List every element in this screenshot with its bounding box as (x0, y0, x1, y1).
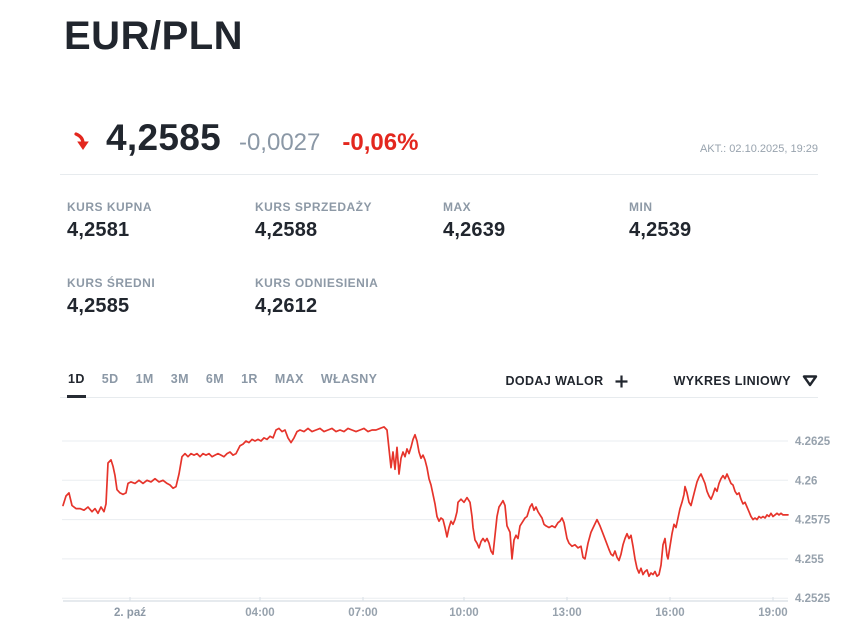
stat-label: KURS ŚREDNI (67, 276, 156, 290)
stat-value: 4,2539 (629, 219, 692, 241)
chart-type-button[interactable]: WYKRES LINIOWY (674, 374, 818, 388)
quote-updated-timestamp: AKT.: 02.10.2025, 19:29 (699, 143, 818, 155)
stat-value: 4,2585 (67, 295, 130, 317)
y-axis-tick-label: 4.255 (795, 554, 824, 566)
page-title: EUR/PLN (64, 14, 244, 58)
tab-1r[interactable]: 1R (240, 368, 259, 398)
x-axis-tick-label: 07:00 (348, 607, 377, 619)
chevron-down-icon (802, 375, 818, 387)
stat-value: 4,2612 (255, 295, 318, 317)
y-axis-tick-label: 4.2625 (795, 436, 831, 448)
tab-3m[interactable]: 3M (170, 368, 190, 398)
y-axis-tick-label: 4.26 (795, 475, 817, 487)
stat-value: 4,2581 (67, 219, 130, 241)
x-axis-tick-label: 04:00 (245, 607, 274, 619)
tab-max[interactable]: MAX (274, 368, 305, 398)
stat-label: KURS KUPNA (67, 200, 153, 214)
stat-label: KURS SPRZEDAŻY (255, 200, 373, 214)
range-tabs: 1D 5D 1M 3M 6M 1R MAX WŁASNY (67, 368, 379, 398)
down-arrow-icon (72, 130, 96, 154)
stat-label: KURS ODNIESIENIA (255, 276, 379, 290)
stat-kurs-kupna: KURS KUPNA 4,2581 (67, 200, 255, 242)
add-instrument-label: DODAJ WALOR (505, 374, 604, 388)
quote-value: 4,2585 (106, 117, 221, 158)
tab-w-asny[interactable]: WŁASNY (320, 368, 379, 398)
stat-label: MAX (443, 200, 472, 214)
chart-toolbar: 1D 5D 1M 3M 6M 1R MAX WŁASNY DODAJ WALOR WYKRES… (60, 368, 818, 398)
tab-1d[interactable]: 1D (67, 368, 86, 398)
plus-icon (615, 375, 628, 387)
price-chart[interactable]: 4.2625 4.26 4.2575 4.255 4.2525 2. paź 04:00 07… (60, 416, 831, 625)
stat-kurs-redni: KURS ŚREDNI 4,2585 (67, 276, 255, 318)
x-axis-tick-label: 19:00 (758, 607, 787, 619)
x-axis-tick-label: 13:00 (552, 607, 581, 619)
stat-min: MIN 4,2539 (629, 200, 818, 242)
stat-value: 4,2639 (443, 219, 506, 241)
quote-change-percent: -0,06% (342, 129, 419, 156)
tab-1m[interactable]: 1M (135, 368, 155, 398)
add-instrument-button[interactable]: DODAJ WALOR (505, 374, 628, 388)
chart-type-label: WYKRES LINIOWY (673, 374, 791, 388)
stat-label: MIN (629, 200, 653, 214)
price-line-series (62, 426, 789, 578)
y-axis-tick-label: 4.2575 (795, 515, 831, 527)
stat-value: 4,2588 (255, 219, 318, 241)
y-axis-tick-label: 4.2525 (795, 593, 831, 605)
divider (60, 174, 818, 175)
quote-row: 4,2585 -0,0027 -0,06% AKT.: 02.10.2025, … (72, 117, 818, 159)
stat-kurs-sprzeda-y: KURS SPRZEDAŻY 4,2588 (255, 200, 443, 242)
tab-5d[interactable]: 5D (101, 368, 120, 398)
x-axis-tick-label: 10:00 (449, 607, 478, 619)
stat-kurs-odniesienia: KURS ODNIESIENIA 4,2612 (255, 276, 443, 318)
x-axis-tick-label: 16:00 (655, 607, 684, 619)
quote-change: -0,0027 (238, 129, 321, 156)
quote-stats-grid: KURS KUPNA 4,2581 KURS SPRZEDAŻY 4,2588 MAX 4… (67, 200, 818, 318)
tab-6m[interactable]: 6M (205, 368, 225, 398)
x-axis-tick-label: 2. paź (114, 607, 146, 619)
toolbar-actions: DODAJ WALOR WYKRES LINIOWY (505, 374, 818, 397)
stat-max: MAX 4,2639 (443, 200, 629, 242)
